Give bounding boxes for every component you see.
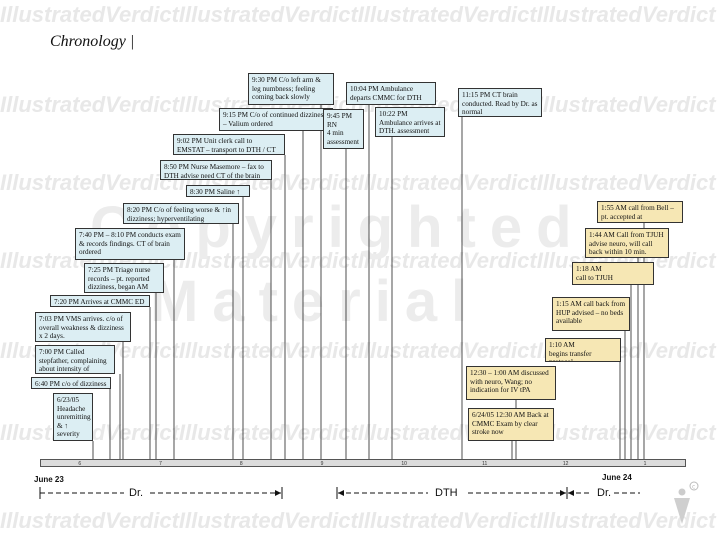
event-box: 1:55 AM call from Bell – pt. accepted at (597, 201, 683, 223)
event-box: 8:30 PM Saline ↑ (186, 185, 250, 197)
event-box: 10:22 PM Ambulance arrives at DTH. asses… (375, 107, 445, 137)
illustrated-verdict-logo: c (674, 481, 699, 524)
hour-label: 12 (562, 461, 569, 467)
watermark-line: IllustratedVerdictIllustratedVerdictIllu… (0, 2, 716, 27)
hour-label: 7 (159, 461, 162, 467)
event-box: 11:15 PM CT brain conducted. Read by Dr.… (458, 88, 542, 117)
event-box: 9:30 PM C/o left arm & leg numbness; fee… (248, 73, 334, 105)
date-label-left: June 23 (34, 475, 64, 484)
span-arrow (560, 490, 566, 496)
span-label-dr-2: Dr. (594, 487, 615, 499)
event-box: 8:20 PM C/o of feeling worse & ↑in dizzi… (123, 203, 239, 224)
event-box: 12:30 – 1:00 AM discussed with neuro, Wa… (466, 366, 556, 400)
event-box: 1:18 AM call to TJUH (572, 262, 654, 285)
event-box: 6:40 PM c/o of dizziness (31, 377, 111, 389)
hour-label: 9 (320, 461, 324, 467)
watermark-line: IllustratedVerdictIllustratedVerdictIllu… (0, 170, 716, 195)
event-box: 7:20 PM Arrives at CMMC ED (50, 295, 150, 307)
event-box: 7:03 PM VMS arrives. c/o of overall weak… (35, 312, 131, 342)
event-box: 7:25 PM Triage nurse records – pt. repor… (84, 263, 164, 293)
hour-label: 11 (482, 461, 488, 467)
event-box: 7:40 PM – 8:10 PM conducts exam & record… (75, 228, 185, 260)
event-box: 6/24/05 12:30 AM Back at CMMC Exam by cl… (468, 408, 554, 441)
page-title: Chronology | (50, 33, 135, 50)
event-box: 1:15 AM call back from HUP advised – no … (552, 297, 630, 331)
hour-label: 8 (239, 461, 243, 467)
event-box: 7:00 PM Called stepfather, complaining a… (35, 345, 115, 374)
span-label-dth: DTH (432, 487, 461, 499)
hour-label: 1 (643, 461, 647, 467)
watermark-line: IllustratedVerdictIllustratedVerdictIllu… (0, 508, 716, 533)
event-box: 8:50 PM Nurse Masemore – fax to DTH advi… (160, 160, 272, 180)
watermark-material: Material (150, 269, 482, 334)
span-label-dr: Dr. (126, 487, 147, 499)
hour-label: 6 (78, 461, 82, 467)
span-arrow (275, 490, 281, 496)
date-label-right: June 24 (602, 473, 632, 482)
event-box: 1:44 AM Call from TJUH advise neuro, wil… (585, 228, 669, 258)
watermark-line: IllustratedVerdictIllustratedVerdictIllu… (0, 420, 716, 445)
svg-text:c: c (692, 484, 695, 491)
event-box: 10:04 PM Ambulance departs CMMC for DTH (346, 82, 436, 105)
event-box: 9:15 PM C/o of continued dizziness – Val… (219, 108, 333, 131)
event-box: 9:02 PM Unit clerk call to EMSTAT – tran… (173, 134, 285, 155)
event-box: 9:45 PM RN 4 min assessment (323, 109, 364, 149)
timeline-axis (40, 459, 686, 467)
hour-label: 10 (401, 461, 407, 467)
